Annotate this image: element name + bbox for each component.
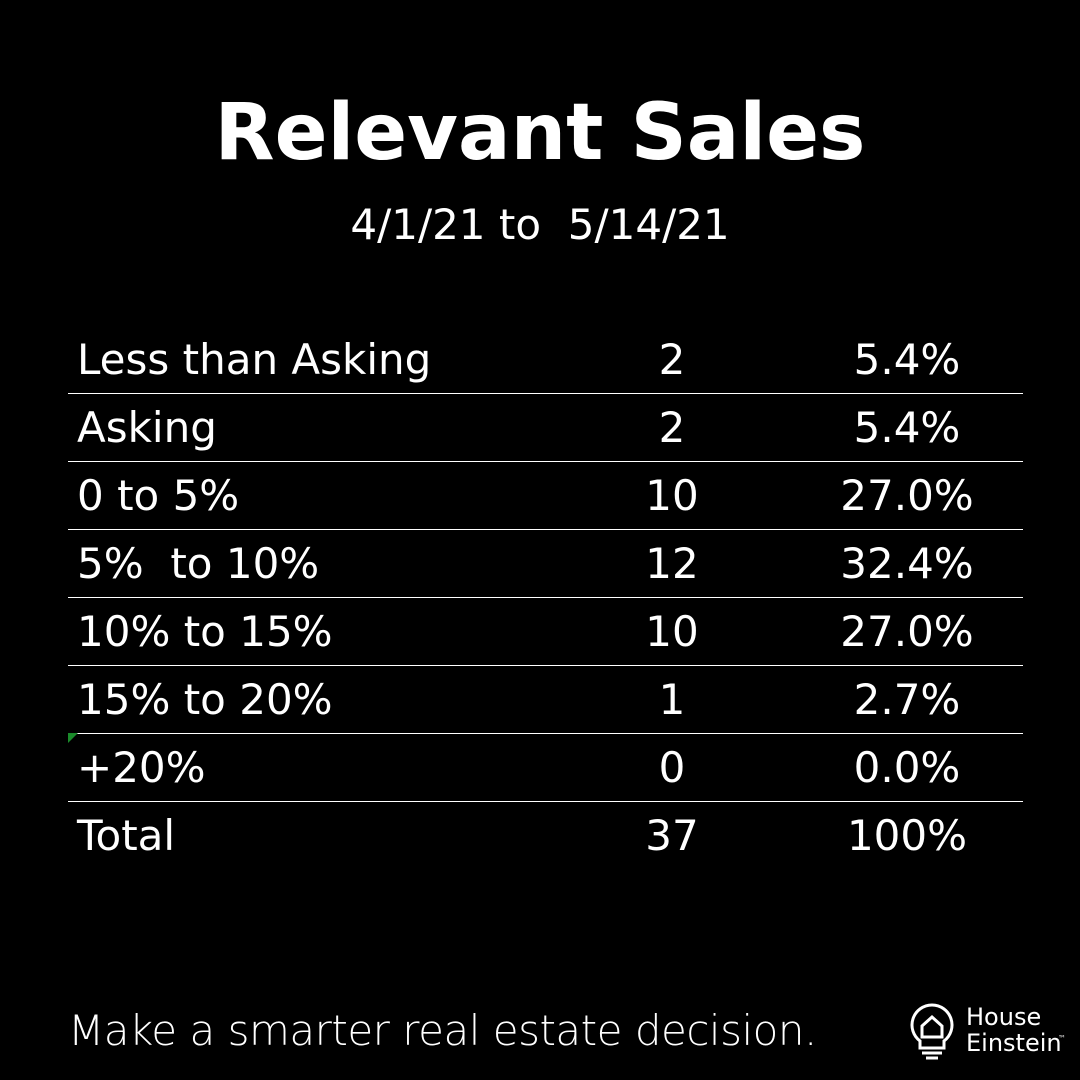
- table-row: Asking 2 5.4%: [68, 394, 1023, 462]
- table-row: 0 to 5% 10 27.0%: [68, 462, 1023, 530]
- logo-icon: [910, 1003, 954, 1060]
- row-label: Less than Asking: [77, 335, 432, 384]
- table-row: Less than Asking 2 5.4%: [68, 326, 1023, 394]
- table-row: 10% to 15% 10 27.0%: [68, 598, 1023, 666]
- count: 2: [658, 335, 686, 384]
- percent: 5.4%: [853, 403, 961, 452]
- row-label: +20%: [77, 743, 206, 792]
- percent: 27.0%: [840, 471, 974, 520]
- table-row: 5% to 10% 12 32.4%: [68, 530, 1023, 598]
- percent: 5.4%: [853, 335, 961, 384]
- percent: 32.4%: [840, 539, 974, 588]
- tagline: Make a smarter real estate decision.: [68, 1006, 817, 1055]
- count: 10: [645, 471, 699, 520]
- count: 2: [658, 403, 686, 452]
- table-row: 15% to 20% 1 2.7%: [68, 666, 1023, 734]
- row-label: 0 to 5%: [77, 471, 240, 520]
- count: 0: [658, 743, 686, 792]
- percent: 0.0%: [853, 743, 961, 792]
- logo-text: Einstein: [966, 1029, 1062, 1057]
- count: 10: [645, 607, 699, 656]
- row-label: 15% to 20%: [77, 675, 333, 724]
- table-row: +20% 0 0.0%: [68, 734, 1023, 802]
- table: Less than Asking 2 5.4% Asking 2 5.4% 0 to 5% 1…: [68, 326, 1023, 869]
- percent: 27.0%: [840, 607, 974, 656]
- cell-marker: [68, 733, 78, 743]
- count: 12: [645, 539, 699, 588]
- count: 37: [645, 811, 699, 860]
- count: 1: [658, 675, 686, 724]
- row-label: Total: [77, 811, 176, 860]
- subtitle: 4/1/21 to 5/14/21: [350, 200, 730, 249]
- logo-trademark: ™: [1058, 1034, 1066, 1043]
- row-label: 10% to 15%: [77, 607, 333, 656]
- table-row: Total 37 100%: [68, 802, 1023, 869]
- title: Relevant Sales: [214, 88, 866, 178]
- percent: 2.7%: [853, 675, 961, 724]
- logo-text: House: [966, 1003, 1042, 1031]
- row-label: 5% to 10%: [77, 539, 320, 588]
- percent: 100%: [846, 811, 968, 860]
- row-label: Asking: [77, 403, 217, 452]
